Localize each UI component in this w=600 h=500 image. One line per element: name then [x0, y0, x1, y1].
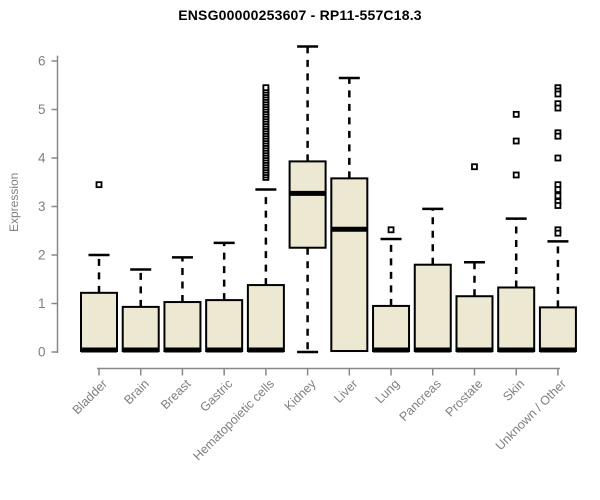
outlier-point — [471, 163, 478, 171]
iqr-box — [413, 263, 452, 353]
x-tick-label: Skin — [500, 377, 527, 404]
outlier-point — [554, 154, 562, 162]
box-liver — [330, 76, 369, 353]
outlier-point — [554, 104, 562, 112]
outlier-point — [554, 90, 562, 98]
y-tick-label: 3 — [38, 199, 46, 214]
outlier-point — [554, 186, 562, 193]
x-tick-label: Breast — [158, 376, 194, 412]
iqr-box — [372, 304, 411, 353]
outlier-point — [554, 229, 562, 237]
iqr-box — [455, 295, 494, 353]
box-brain — [121, 268, 160, 353]
x-tick-label: Gastric — [197, 377, 235, 415]
x-tick-label: Brain — [121, 377, 152, 408]
iqr-box — [163, 301, 202, 353]
x-tick-label: Unknown / Other — [493, 377, 569, 453]
outlier-point — [512, 137, 520, 145]
iqr-box — [121, 305, 160, 353]
box-breast — [163, 256, 202, 353]
x-tick-label: Lung — [373, 377, 403, 407]
box-gastric — [205, 241, 244, 353]
iqr-box — [497, 286, 536, 353]
y-tick-label: 1 — [38, 296, 46, 311]
iqr-box — [538, 306, 577, 353]
outlier-point — [95, 181, 103, 189]
box-hematopoietic-cells — [246, 84, 285, 353]
outlier-point — [512, 171, 520, 179]
iqr-box — [205, 299, 244, 353]
iqr-box — [330, 177, 369, 353]
y-tick-label: 2 — [38, 248, 46, 263]
box-skin — [497, 110, 536, 353]
x-tick-label: Liver — [331, 377, 360, 406]
box-prostate — [455, 163, 494, 353]
x-tick-label: Prostate — [443, 377, 486, 420]
iqr-box — [246, 284, 285, 353]
box-lung — [372, 226, 411, 353]
x-tick-label: Bladder — [70, 377, 110, 417]
box-bladder — [80, 181, 118, 353]
outlier-point — [262, 84, 270, 92]
x-tick-label: Kidney — [282, 376, 319, 413]
box-pancreas — [413, 207, 452, 353]
outlier-point — [387, 226, 395, 234]
chart-title: ENSG00000253607 - RP11-557C18.3 — [178, 7, 422, 23]
box-kidney — [288, 45, 327, 354]
box-unknown-other — [538, 84, 577, 353]
outlier-point — [554, 202, 562, 209]
y-tick-label: 6 — [38, 54, 46, 69]
y-tick-label: 0 — [38, 345, 46, 360]
y-tick-label: 5 — [38, 102, 46, 117]
outlier-point — [554, 132, 562, 140]
iqr-box — [288, 160, 327, 249]
outlier-point — [554, 192, 562, 200]
x-tick-label: Hematopoietic cells — [190, 377, 277, 464]
y-tick-label: 4 — [38, 151, 46, 166]
outlier-point — [512, 110, 520, 118]
iqr-box — [80, 291, 118, 353]
x-tick-label: Pancreas — [397, 377, 444, 424]
